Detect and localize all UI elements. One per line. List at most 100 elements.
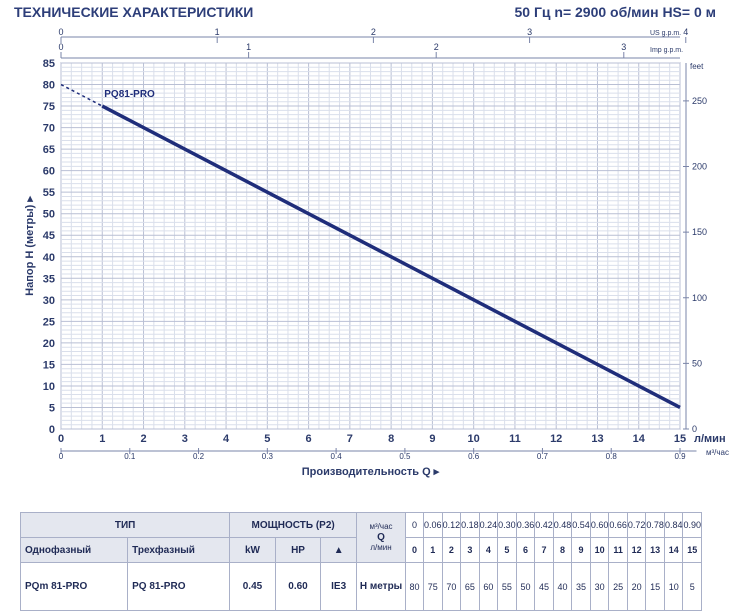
- type-header: ТИП: [19, 512, 231, 538]
- lmin-value: 15: [682, 537, 702, 563]
- x-tick-label: 11: [509, 433, 521, 445]
- x-tick-label: 4: [223, 433, 230, 445]
- x-tick-label: 8: [388, 433, 394, 445]
- x-tick-label: 10: [468, 433, 480, 445]
- feet-tick-label: 50: [692, 358, 702, 368]
- h-value: 55: [497, 562, 517, 611]
- y-tick-label: 30: [43, 295, 55, 307]
- h-value: 5: [682, 562, 702, 611]
- m3h-value: 0.06: [423, 512, 443, 538]
- x-tick-label: 3: [182, 433, 188, 445]
- y-tick-label: 75: [43, 101, 55, 113]
- imp-gpm-unit-label: Imp g.p.m.: [650, 47, 683, 54]
- h-value: 10: [663, 562, 684, 611]
- imp-gpm-tick-label: 3: [621, 42, 626, 52]
- y-tick-label: 20: [43, 338, 55, 350]
- m3h-tick-label: 0.2: [193, 452, 205, 461]
- kw-value: 0.45: [229, 562, 276, 611]
- y-tick-label: 45: [43, 230, 55, 242]
- feet-tick-label: 100: [692, 293, 707, 303]
- y-tick-label: 40: [43, 252, 55, 264]
- m3h-tick-label: 0.1: [124, 452, 136, 461]
- curve-label: PQ81-PRO: [104, 89, 155, 100]
- us-gpm-unit-label: US g.p.m.: [650, 30, 681, 37]
- m3h-value: 0.12: [441, 512, 462, 538]
- us-gpm-tick-label: 4: [683, 27, 688, 37]
- m3h-tick-label: 0.4: [331, 452, 343, 461]
- x-tick-label: 9: [429, 433, 435, 445]
- specs-table: ТИП МОЩНОСТЬ (P2) м³/час Q л/мин 0 0.06 …: [19, 512, 702, 611]
- m3h-value: 0.84: [663, 512, 684, 538]
- h-value: 45: [534, 562, 554, 611]
- lmin-value: 12: [626, 537, 647, 563]
- m3h-value: 0.90: [682, 512, 702, 538]
- m3h-value: 0.30: [497, 512, 517, 538]
- h-value: 30: [589, 562, 610, 611]
- lmin-value: 3: [460, 537, 480, 563]
- x-tick-label: 14: [633, 433, 646, 445]
- model-three-phase: PQ 81-PRO: [127, 562, 231, 611]
- operating-conditions: 50 Гц n= 2900 об/мин HS= 0 м: [514, 4, 717, 20]
- h-label: H метры: [356, 562, 407, 611]
- efficiency-triangle-icon: ▲: [320, 537, 358, 563]
- q-lmin-unit: л/мин: [370, 543, 392, 552]
- x-tick-label: 6: [306, 433, 312, 445]
- y-tick-label: 35: [43, 273, 55, 285]
- imp-gpm-tick-label: 1: [246, 42, 251, 52]
- us-gpm-tick-label: 0: [58, 27, 63, 37]
- m3h-value: 0.24: [478, 512, 499, 538]
- m3h-unit-label: м³/час: [706, 448, 729, 457]
- single-phase-header: Однофазный: [19, 537, 129, 563]
- x-tick-label: 1: [99, 433, 105, 445]
- hp-header: HP: [274, 537, 322, 563]
- model-single-phase: PQm 81-PRO: [19, 562, 129, 611]
- q-label: Q: [377, 532, 385, 543]
- y-tick-label: 55: [43, 187, 55, 199]
- x-tick-label: 15: [674, 433, 686, 445]
- y-axis-title: Напор H (метры) ▸: [24, 196, 36, 296]
- m3h-value: 0.42: [534, 512, 554, 538]
- lmin-value: 10: [589, 537, 610, 563]
- page-title: ТЕХНИЧЕСКИЕ ХАРАКТЕРИСТИКИ: [14, 4, 254, 20]
- feet-tick-label: 0: [692, 424, 697, 434]
- us-gpm-tick-label: 2: [371, 27, 376, 37]
- lmin-value: 13: [645, 537, 665, 563]
- m3h-value: 0.36: [515, 512, 536, 538]
- m3h-value: 0.72: [626, 512, 647, 538]
- lmin-value: 4: [478, 537, 499, 563]
- x-unit-label: л/мин: [694, 433, 726, 445]
- h-value: 50: [515, 562, 536, 611]
- m3h-tick-label: 0.6: [468, 452, 480, 461]
- h-value: 15: [645, 562, 665, 611]
- h-value: 65: [460, 562, 480, 611]
- x-tick-label: 13: [591, 433, 603, 445]
- us-gpm-tick-label: 1: [215, 27, 220, 37]
- m3h-tick-label: 0.8: [606, 452, 618, 461]
- m3h-tick-label: 0: [59, 452, 64, 461]
- m3h-tick-label: 0.3: [262, 452, 274, 461]
- m3h-value: 0.66: [608, 512, 628, 538]
- feet-tick-label: 250: [692, 96, 707, 106]
- power-header: МОЩНОСТЬ (P2): [229, 512, 358, 538]
- y-tick-label: 70: [43, 123, 55, 135]
- three-phase-header: Трехфазный: [127, 537, 231, 563]
- y-tick-label: 5: [49, 402, 55, 414]
- m3h-value: 0: [405, 512, 425, 538]
- x-tick-label: 5: [264, 433, 270, 445]
- ie-class: IE3: [320, 562, 358, 611]
- y-tick-label: 15: [43, 359, 55, 371]
- imp-gpm-tick-label: 0: [58, 42, 63, 52]
- h-value: 40: [552, 562, 573, 611]
- m3h-value: 0.60: [589, 512, 610, 538]
- m3h-tick-label: 0.5: [399, 452, 411, 461]
- lmin-value: 7: [534, 537, 554, 563]
- h-value: 75: [423, 562, 443, 611]
- y-tick-label: 85: [43, 58, 55, 70]
- y-tick-label: 0: [49, 424, 55, 436]
- h-value: 70: [441, 562, 462, 611]
- lmin-value: 8: [552, 537, 573, 563]
- y-tick-label: 80: [43, 80, 55, 92]
- x-tick-label: 12: [550, 433, 562, 445]
- y-tick-label: 50: [43, 209, 55, 221]
